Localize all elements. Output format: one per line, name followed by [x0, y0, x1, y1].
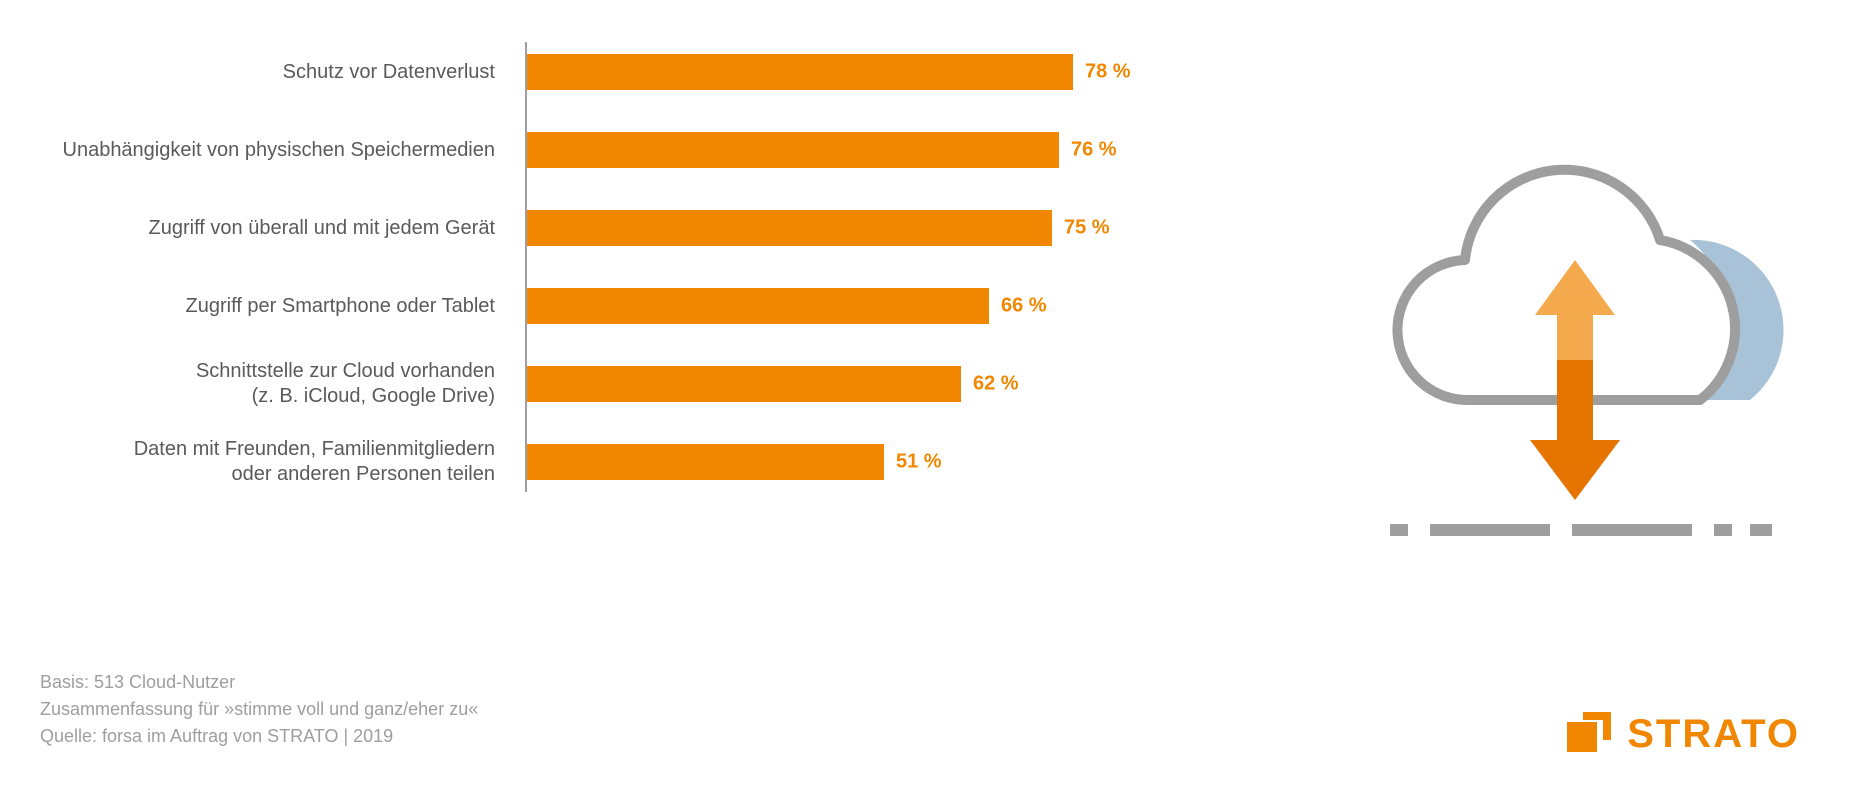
bar: [527, 366, 961, 402]
logo-mark-icon: [1563, 708, 1615, 760]
row-label: Zugriff per Smartphone oder Tablet: [0, 294, 510, 319]
bar: [527, 54, 1073, 90]
row-label: Schutz vor Datenverlust: [0, 60, 510, 85]
bar-track: 75 %: [527, 210, 1320, 246]
bar: [527, 132, 1059, 168]
bar: [527, 444, 884, 480]
chart-row: Unabhängigkeit von physischen Speicherme…: [0, 128, 1320, 172]
row-label: Daten mit Freunden, Familienmitgliederno…: [0, 437, 510, 487]
bar-value: 51 %: [896, 451, 942, 474]
footer-notes: Basis: 513 Cloud-Nutzer Zusammenfassung …: [40, 669, 478, 750]
row-label: Unabhängigkeit von physischen Speicherme…: [0, 138, 510, 163]
logo-text: STRATO: [1627, 712, 1800, 757]
footer-line-2: Zusammenfassung für »stimme voll und gan…: [40, 696, 478, 723]
bar-track: 66 %: [527, 288, 1320, 324]
chart-row: Zugriff von überall und mit jedem Gerät 7…: [0, 206, 1320, 250]
bar-value: 78 %: [1085, 61, 1131, 84]
bar-track: 76 %: [527, 132, 1320, 168]
bar-value: 76 %: [1071, 139, 1117, 162]
y-axis-line: [525, 42, 527, 492]
bar-value: 66 %: [1001, 295, 1047, 318]
bar-track: 78 %: [527, 54, 1320, 90]
bar-track: 62 %: [527, 366, 1320, 402]
bar-value: 62 %: [973, 373, 1019, 396]
bar: [527, 288, 989, 324]
chart-row: Schutz vor Datenverlust 78 %: [0, 50, 1320, 94]
bar-track: 51 %: [527, 444, 1320, 480]
chart-area: Schutz vor Datenverlust 78 % Unabhängigkei…: [0, 50, 1320, 518]
chart-row: Zugriff per Smartphone oder Tablet 66 %: [0, 284, 1320, 328]
cloud-upload-icon: [1350, 130, 1800, 550]
chart-row: Schnittstelle zur Cloud vorhanden(z. B. …: [0, 362, 1320, 406]
row-label: Zugriff von überall und mit jedem Gerät: [0, 216, 510, 241]
brand-logo: STRATO: [1563, 708, 1800, 760]
bar-value: 75 %: [1064, 217, 1110, 240]
footer-line-1: Basis: 513 Cloud-Nutzer: [40, 669, 478, 696]
chart-row: Daten mit Freunden, Familienmitgliederno…: [0, 440, 1320, 484]
bar: [527, 210, 1052, 246]
footer-line-3: Quelle: forsa im Auftrag von STRATO | 20…: [40, 723, 478, 750]
row-label: Schnittstelle zur Cloud vorhanden(z. B. …: [0, 359, 510, 409]
